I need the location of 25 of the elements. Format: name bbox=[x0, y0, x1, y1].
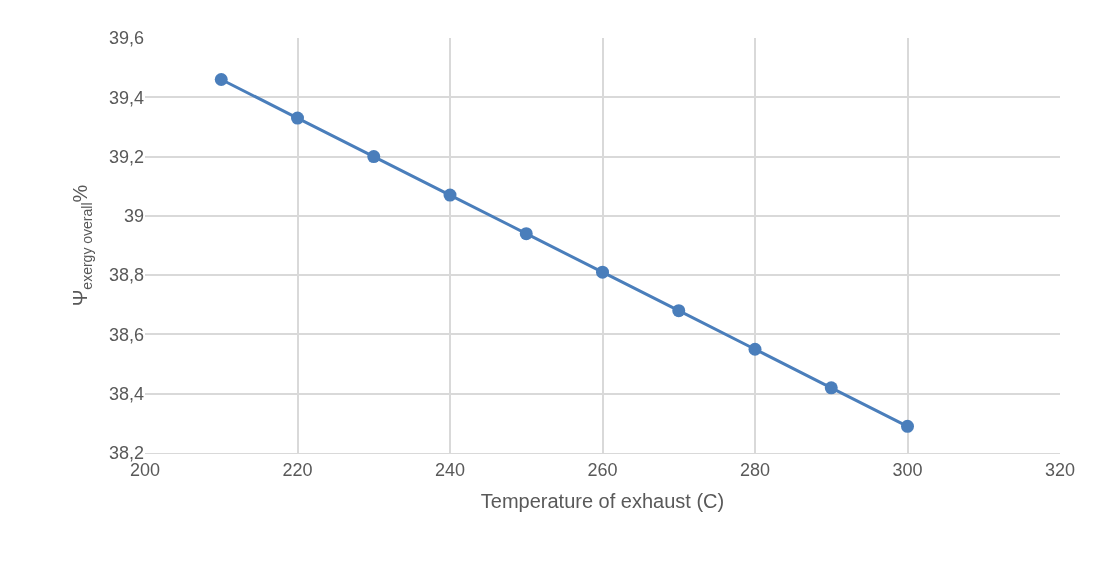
point bbox=[367, 150, 381, 164]
x-tick-label: 240 bbox=[434, 459, 466, 480]
x-tick-label: 300 bbox=[892, 459, 923, 480]
point bbox=[672, 304, 686, 318]
y-tick-label: 39,4 bbox=[108, 87, 144, 108]
y-tick-label: 38,6 bbox=[108, 324, 144, 345]
point bbox=[901, 419, 914, 433]
point bbox=[519, 227, 533, 241]
y-tick-label: 39,2 bbox=[108, 146, 144, 167]
point bbox=[824, 381, 838, 395]
point bbox=[596, 265, 609, 279]
x-tick-label: 220 bbox=[282, 459, 313, 480]
y-tick-label: 39 bbox=[123, 206, 144, 227]
x-tick-label: 260 bbox=[587, 459, 618, 480]
y-tick-label: 39,6 bbox=[108, 28, 144, 49]
point bbox=[214, 73, 228, 86]
point bbox=[291, 111, 304, 125]
y-tick-label: 38,4 bbox=[108, 384, 144, 405]
x-tick-label: 280 bbox=[739, 459, 771, 480]
x-tick-label: 320 bbox=[1044, 459, 1076, 480]
point bbox=[443, 188, 457, 202]
x-axis-title: Temperature of exhaust (C) bbox=[480, 490, 725, 513]
point bbox=[748, 342, 762, 356]
y-tick-label: 38,2 bbox=[108, 443, 144, 464]
y-tick-label: 38,8 bbox=[108, 265, 144, 286]
